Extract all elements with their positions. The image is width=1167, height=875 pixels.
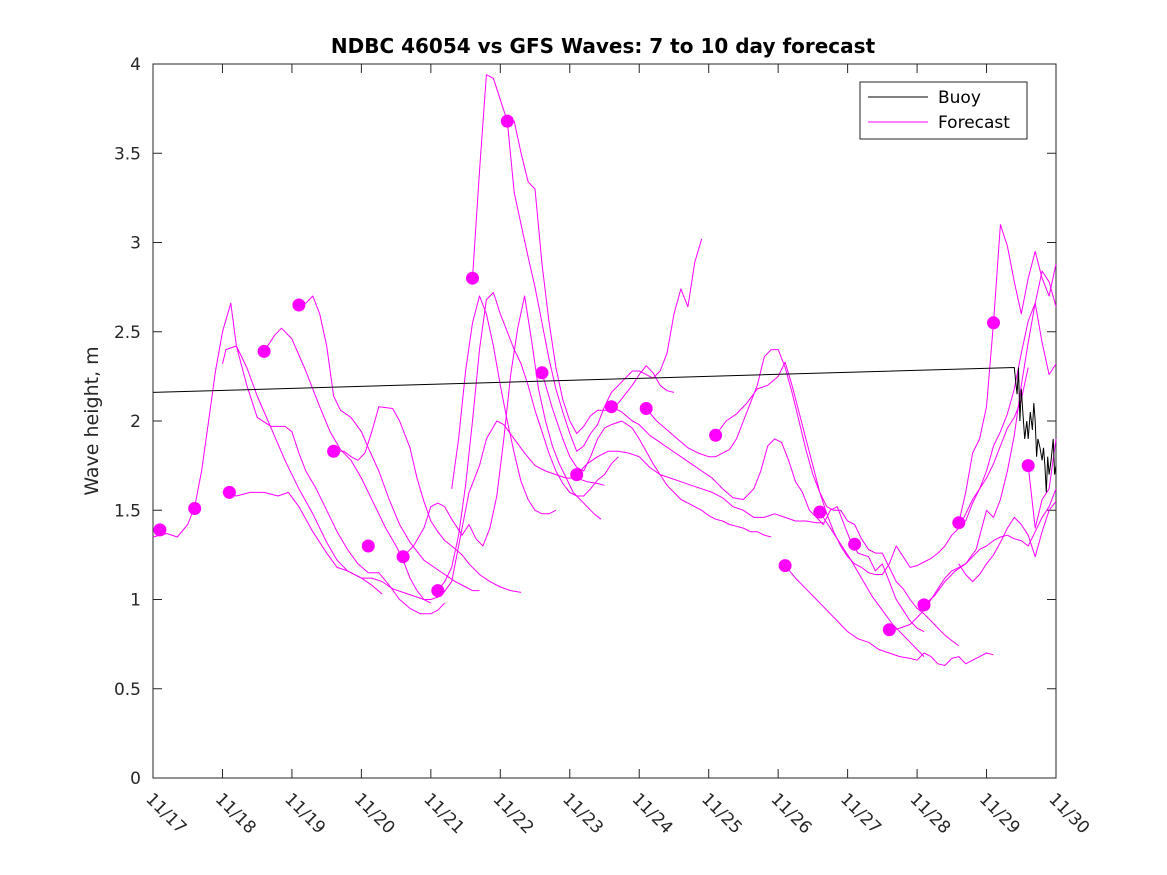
forecast-line xyxy=(222,420,605,600)
forecast-line xyxy=(506,121,703,452)
forecast-marker xyxy=(570,468,584,482)
forecast-marker xyxy=(1021,459,1035,473)
forecast-line xyxy=(402,295,602,558)
x-tick-label: 11/18 xyxy=(211,789,260,838)
forecast-line xyxy=(923,270,1057,606)
y-tick-label: 1.5 xyxy=(114,501,141,521)
forecast-line xyxy=(784,565,994,666)
x-tick-label: 11/25 xyxy=(697,789,746,838)
forecast-marker xyxy=(535,366,549,380)
forecast-line xyxy=(152,302,446,615)
x-tick-label: 11/29 xyxy=(975,789,1024,838)
forecast-marker xyxy=(153,523,167,537)
forecast-marker xyxy=(813,505,827,519)
forecast-marker xyxy=(222,485,236,499)
chart-title: NDBC 46054 vs GFS Waves: 7 to 10 day for… xyxy=(331,34,876,58)
y-tick-label: 0 xyxy=(130,769,141,789)
forecast-line xyxy=(958,224,1057,523)
x-tick-label: 11/30 xyxy=(1044,789,1093,838)
legend-forecast-label: Forecast xyxy=(938,113,1010,133)
forecast-marker xyxy=(882,623,896,637)
forecast-marker xyxy=(257,344,271,358)
y-tick-label: 3.5 xyxy=(114,144,141,164)
forecast-line xyxy=(333,406,522,593)
x-tick-label: 11/27 xyxy=(836,789,885,838)
x-tick-label: 11/23 xyxy=(558,789,607,838)
y-tick-label: 2 xyxy=(130,412,141,432)
forecast-marker xyxy=(396,550,410,564)
forecast-line xyxy=(576,450,824,524)
forecast-marker xyxy=(500,114,514,128)
forecast-marker xyxy=(604,400,618,414)
forecast-marker xyxy=(709,428,723,442)
y-tick-label: 1 xyxy=(130,591,141,611)
forecast-marker xyxy=(848,537,862,551)
plot-area-frame xyxy=(152,63,1057,779)
forecast-marker xyxy=(778,559,792,573)
y-tick-label: 0.5 xyxy=(114,680,141,700)
forecast-marker xyxy=(361,539,375,553)
forecast-marker xyxy=(431,584,445,598)
forecast-line xyxy=(263,327,432,604)
legend-buoy-label: Buoy xyxy=(938,88,981,108)
forecast-line xyxy=(958,500,1057,583)
y-tick-label: 2.5 xyxy=(114,323,141,343)
x-tick-label: 11/26 xyxy=(767,789,816,838)
x-tick-label: 11/21 xyxy=(419,789,468,838)
forecast-line xyxy=(611,406,925,633)
buoy-series xyxy=(152,366,1057,493)
x-tick-label: 11/24 xyxy=(628,789,677,838)
forecast-line xyxy=(298,295,480,592)
forecast-line xyxy=(645,349,960,647)
x-tick-label: 11/19 xyxy=(280,789,329,838)
forecast-line xyxy=(222,345,383,595)
legend: Buoy Forecast xyxy=(859,81,1028,140)
x-tick-label: 11/28 xyxy=(906,789,955,838)
buoy-line xyxy=(152,366,1057,493)
forecast-marker xyxy=(292,298,306,312)
x-tick-label: 11/22 xyxy=(489,789,538,838)
forecast-line xyxy=(1027,438,1057,529)
forecast-line xyxy=(958,302,1057,524)
forecast-marker xyxy=(327,444,341,458)
forecast-markers xyxy=(153,114,1035,637)
forecast-line xyxy=(541,372,772,538)
forecast-marker xyxy=(466,271,479,285)
forecast-line xyxy=(437,292,619,591)
legend-box xyxy=(859,81,1028,140)
forecast-marker xyxy=(639,402,653,415)
forecast-marker xyxy=(188,502,202,515)
forecast-marker xyxy=(952,516,966,530)
forecast-marker xyxy=(917,598,931,612)
y-axis-label: Wave height, m xyxy=(81,346,103,495)
y-tick-label: 4 xyxy=(130,55,141,75)
forecast-marker xyxy=(987,316,1000,330)
x-tick-label: 11/20 xyxy=(350,789,399,838)
forecast-line xyxy=(819,511,925,657)
y-tick-label: 3 xyxy=(130,234,141,254)
forecast-line xyxy=(889,488,1057,633)
forecast-line xyxy=(451,295,557,515)
x-tick-label: 11/17 xyxy=(141,789,190,838)
